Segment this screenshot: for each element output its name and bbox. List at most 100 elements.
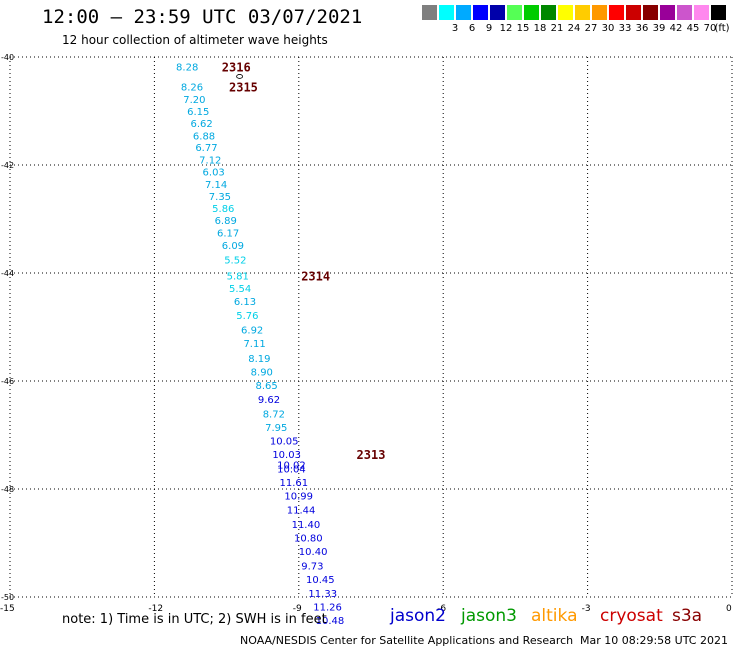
wave-height-value: 10.80	[294, 534, 323, 545]
legend-tick-label: 30	[601, 23, 615, 34]
pass-labels: 2316 2315 2314 2313	[222, 61, 386, 462]
lat-lon-grid	[9, 56, 733, 598]
wave-height-value: 8.65	[255, 381, 277, 392]
wave-height-value: 7.11	[243, 339, 265, 350]
legend-swatch	[575, 5, 590, 20]
legend-swatch	[677, 5, 692, 20]
pass-number-label: 2315	[229, 81, 258, 95]
legend-swatch	[694, 5, 709, 20]
wave-height-value: 5.76	[236, 311, 258, 322]
wave-height-value: 6.89	[215, 216, 237, 227]
legend-tick-label: 6	[468, 23, 476, 34]
wave-height-value: 6.09	[222, 241, 244, 252]
wave-height-value: 10.02	[277, 461, 306, 472]
latitude-tick-label: -48	[1, 485, 14, 494]
map-subtitle: 12 hour collection of altimeter wave hei…	[62, 33, 328, 47]
longitude-tick-label: -3	[582, 604, 591, 614]
pass-number-label: 2314	[301, 270, 330, 284]
satellite-name-jason3: jason3	[461, 606, 517, 626]
axis-tick-labels: -40 -42 -44 -46 -48 -50 -15 -12 -9 -6 -3 0	[0, 53, 732, 614]
satellite-name-cryosat: cryosat	[600, 606, 663, 626]
latitude-tick-label: -44	[1, 269, 14, 278]
legend-swatch	[422, 5, 437, 20]
wave-height-value: 7.12	[199, 156, 221, 167]
wave-height-value: 11.61	[280, 478, 309, 489]
wave-height-value: 6.77	[195, 143, 217, 154]
wave-height-value: 5.81	[227, 272, 249, 283]
wave-height-value: 8.28	[176, 63, 198, 74]
wave-height-value: 10.05	[270, 436, 299, 447]
satellite-name-s3a: s3a	[672, 606, 703, 626]
legend-swatch	[524, 5, 539, 20]
wave-height-value: 8.90	[251, 367, 273, 378]
wave-height-value: 10.03	[272, 450, 301, 461]
latitude-tick-label: -42	[1, 161, 14, 170]
legend-tick-label: 24	[567, 23, 581, 34]
wave-height-value: 5.52	[224, 256, 246, 267]
wave-height-value: 6.03	[203, 167, 225, 178]
satellite-name-altika: altika	[531, 606, 578, 626]
legend-tick-label: 42	[669, 23, 683, 34]
latitude-tick-label: -46	[1, 377, 14, 386]
wave-height-value: 6.92	[241, 326, 263, 337]
legend-tick-label: 36	[635, 23, 649, 34]
longitude-tick-label: -9	[293, 604, 302, 614]
map-title: 12:00 — 23:59 UTC 03/07/2021	[42, 6, 363, 28]
wave-height-value: 6.17	[217, 229, 239, 240]
wave-height-value: 7.95	[265, 423, 287, 434]
legend-tick-label: 33	[618, 23, 632, 34]
wave-height-value: 6.13	[234, 297, 256, 308]
footer-note: note: 1) Time is in UTC; 2) SWH is in fe…	[62, 612, 327, 627]
legend-swatch	[456, 5, 471, 20]
wave-height-value: 8.19	[248, 354, 270, 365]
wave-height-value: 9.73	[301, 562, 323, 573]
wave-height-value: 10.40	[299, 547, 328, 558]
longitude-tick-label: -15	[0, 604, 15, 614]
legend-swatch	[490, 5, 505, 20]
legend-tick-label: 27	[584, 23, 598, 34]
legend-swatch	[541, 5, 556, 20]
legend-swatch	[711, 5, 726, 20]
legend-tick-label: 9	[485, 23, 493, 34]
legend-tick-label: 3	[451, 23, 459, 34]
legend-swatch	[507, 5, 522, 20]
longitude-tick-label: -12	[148, 604, 163, 614]
legend-swatch	[439, 5, 454, 20]
legend-tick-label: 45	[686, 23, 700, 34]
legend-tick-label: 39	[652, 23, 666, 34]
credit-line: NOAA/NESDIS Center for Satellite Applica…	[240, 634, 574, 647]
wave-height-observations: 8.28 8.267.206.156.626.886.77 7.126.03 7.14…	[176, 63, 345, 627]
wave-height-value: 10.45	[306, 575, 335, 586]
wave-height-value: 5.54	[229, 284, 251, 295]
track-start-marker	[236, 74, 243, 79]
legend-tick-label: 15	[516, 23, 530, 34]
wave-height-value: 10.99	[284, 491, 313, 502]
legend-swatch	[609, 5, 624, 20]
latitude-tick-label: -50	[1, 593, 14, 602]
wave-height-value: 11.26	[313, 603, 342, 614]
legend-swatch	[643, 5, 658, 20]
wave-height-value: 6.15	[187, 107, 209, 118]
wave-height-value: 7.35	[209, 192, 231, 203]
wave-height-value: 5.86	[212, 204, 234, 215]
legend-unit-label: (ft)	[714, 23, 730, 34]
generation-timestamp: Mar 10 08:29:58 UTC 2021	[580, 634, 728, 647]
wave-height-value: 11.33	[308, 589, 337, 600]
wave-height-value: 11.44	[287, 506, 316, 517]
legend-tick-label: 12	[499, 23, 513, 34]
wave-height-value: 10.48	[316, 616, 345, 627]
wave-height-value: 9.62	[258, 395, 280, 406]
wave-height-value: 7.14	[205, 180, 227, 191]
wave-height-value: 10.04	[277, 464, 306, 475]
legend-tick-label: 70	[703, 23, 717, 34]
legend-swatch	[558, 5, 573, 20]
legend-swatch	[473, 5, 488, 20]
legend-swatch	[592, 5, 607, 20]
satellite-name-jason2: jason2	[390, 606, 446, 626]
pass-number-label: 2316	[222, 61, 251, 75]
longitude-tick-label: 0	[726, 604, 732, 614]
legend-tick-label: 18	[533, 23, 547, 34]
wave-height-value: 11.40	[292, 520, 321, 531]
